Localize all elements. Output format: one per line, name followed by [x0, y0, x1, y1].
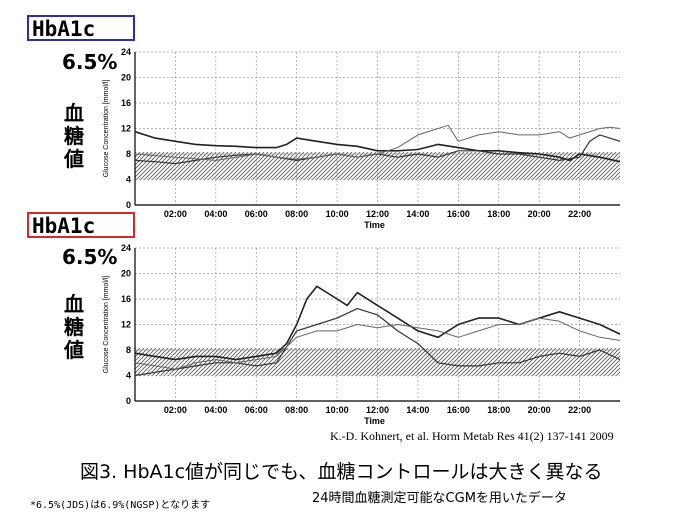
- y-tick-label: 24: [121, 47, 131, 57]
- cgm-chart-top: 0 4 8 12 16 20 24 02:00 04:00 06:00 08:00 10:00 12:0…: [103, 47, 621, 230]
- x-tick-label: 12:00: [366, 209, 389, 219]
- x-tick-label: 04:00: [204, 209, 227, 219]
- x-tick-label: 08:00: [285, 209, 308, 219]
- x-tick-label: 16:00: [447, 209, 470, 219]
- y-tick-label: 12: [121, 124, 131, 134]
- y-tick-label: 24: [121, 243, 131, 253]
- blood-sugar-char-1: 血: [64, 292, 84, 316]
- citation: K.-D. Kohnert, et al. Horm Metab Res 41(…: [330, 429, 614, 443]
- x-tick-label: 10:00: [326, 209, 349, 219]
- figure-caption: 図3. HbA1c値が同じでも、血糖コントロールは大きく異なる: [80, 461, 603, 483]
- blood-sugar-char-2: 糖: [64, 124, 84, 148]
- x-tick-label: 12:00: [366, 405, 389, 415]
- glucose-series-line-1: [134, 130, 621, 163]
- y-tick-label: 16: [121, 294, 131, 304]
- y-tick-label: 16: [121, 98, 131, 108]
- blood-sugar-char-1: 血: [64, 101, 84, 125]
- x-tick-label: 18:00: [487, 405, 510, 415]
- x-axis-title: Time: [364, 416, 385, 426]
- glucose-series-line-3: [134, 317, 621, 370]
- cgm-chart-bottom: 0 4 8 12 16 20 24 02:00 04:00 06:00 08:00 10:00 12:0…: [103, 243, 621, 426]
- x-axis-title: Time: [364, 220, 385, 230]
- y-tick-label: 0: [126, 200, 131, 210]
- hba1c-percent-top: 6.5%: [62, 50, 118, 74]
- x-tick-label: 08:00: [285, 405, 308, 415]
- glucose-series-line-2: [134, 134, 621, 165]
- glucose-series-line-2: [134, 307, 621, 377]
- x-tick-label: 18:00: [487, 209, 510, 219]
- y-tick-label: 20: [121, 269, 131, 279]
- x-tick-label: 06:00: [245, 209, 268, 219]
- x-tick-label: 20:00: [528, 405, 551, 415]
- y-tick-label: 4: [126, 371, 131, 381]
- y-tick-label: 12: [121, 320, 131, 330]
- x-tick-label: 22:00: [568, 209, 591, 219]
- y-tick-label: 4: [126, 175, 131, 185]
- y-tick-label: 20: [121, 73, 131, 83]
- blood-sugar-char-3: 値: [64, 338, 84, 362]
- blood-sugar-label-top: 血 糖 値: [62, 102, 86, 171]
- x-tick-label: 10:00: [326, 405, 349, 415]
- glucose-series-line-3: [134, 124, 621, 161]
- footnote: *6.5%(JDS)は6.9%(NGSP)となります: [30, 500, 211, 511]
- x-tick-label: 22:00: [568, 405, 591, 415]
- x-tick-label: 14:00: [406, 209, 429, 219]
- figure-subcaption: 24時間血糖測定可能なCGMを用いたデータ: [312, 491, 567, 506]
- blood-sugar-label-bottom: 血 糖 値: [62, 293, 86, 362]
- x-tick-label: 06:00: [245, 405, 268, 415]
- y-tick-label: 8: [126, 345, 131, 355]
- hba1c-percent-bottom: 6.5%: [62, 245, 118, 269]
- x-tick-label: 02:00: [164, 209, 187, 219]
- y-tick-label: 0: [126, 396, 131, 406]
- blood-sugar-char-2: 糖: [64, 315, 84, 339]
- x-tick-label: 20:00: [528, 209, 551, 219]
- y-axis-title: Glucose Concentration [mmol/l]: [103, 80, 110, 178]
- y-axis-title: Glucose Concentration [mmol/l]: [103, 276, 110, 374]
- x-tick-label: 02:00: [164, 405, 187, 415]
- x-tick-label: 16:00: [447, 405, 470, 415]
- x-tick-label: 14:00: [406, 405, 429, 415]
- hba1c-label-box-top: HbA1c: [27, 15, 135, 41]
- y-tick-label: 8: [126, 149, 131, 159]
- x-tick-label: 04:00: [204, 405, 227, 415]
- blood-sugar-char-3: 値: [64, 147, 84, 171]
- hba1c-label-box-bottom: HbA1c: [27, 212, 135, 238]
